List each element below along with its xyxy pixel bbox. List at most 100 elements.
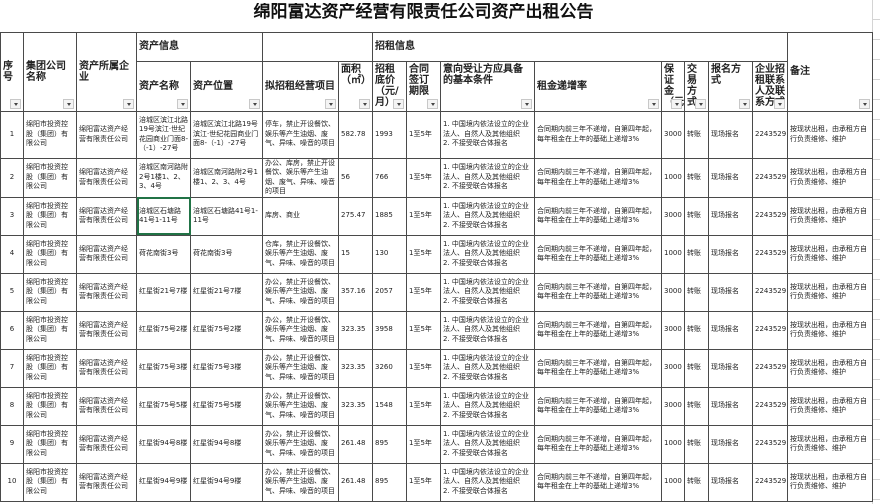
cell-signup[interactable]: 现场报名 xyxy=(708,462,753,502)
cell-signup[interactable]: 现场报名 xyxy=(708,348,753,388)
cell-business[interactable]: 办公，禁止开设餐饮、娱乐等产生油烟、废气、异味、噪音的项目 xyxy=(262,424,339,464)
cell-area[interactable]: 15 xyxy=(338,234,373,274)
cell-area[interactable]: 261.48 xyxy=(338,424,373,464)
cell-owner[interactable]: 绵阳富达资产经营有限责任公司 xyxy=(76,348,137,388)
cell-term[interactable]: 1至5年 xyxy=(406,157,441,198)
cell-asset-location[interactable]: 红星街94号9楼 xyxy=(190,462,263,502)
cell-term[interactable]: 1至5年 xyxy=(406,110,441,159)
cell-seq[interactable]: 5 xyxy=(0,272,24,312)
cell-seq[interactable]: 3 xyxy=(0,196,24,236)
cell-remark[interactable]: 按现状出租，由承租方自行负责维修、维护 xyxy=(787,272,873,312)
cell-trade[interactable]: 转账 xyxy=(684,234,709,274)
cell-trade[interactable]: 转账 xyxy=(684,386,709,426)
cell-conditions[interactable]: 1. 中国境内依法设立的企业法人、自然人及其他组织 2. 不接受联合体报名 xyxy=(440,424,535,464)
cell-asset-name[interactable]: 涪城区南河路附2号1楼1、2、3、4号 xyxy=(136,157,191,198)
cell-area[interactable]: 275.47 xyxy=(338,196,373,236)
cell-business[interactable]: 办公，禁止开设餐饮、娱乐等产生油烟、废气、异味、噪音的项目 xyxy=(262,462,339,502)
cell-asset-name[interactable]: 红星街94号9楼 xyxy=(136,462,191,502)
cell-increase[interactable]: 合同期内前三年不递增，自第四年起，每年租金在上年的基础上递增3% xyxy=(534,348,662,388)
cell-group-company[interactable]: 绵阳市投资控股（集团）有限公司 xyxy=(23,462,77,502)
cell-term[interactable]: 1至5年 xyxy=(406,272,441,312)
cell-deposit[interactable]: 1000 xyxy=(661,462,685,502)
cell-conditions[interactable]: 1. 中国境内依法设立的企业法人、自然人及其他组织 2. 不接受联合体报名 xyxy=(440,310,535,350)
cell-increase[interactable]: 合同期内前三年不递增，自第四年起，每年租金在上年的基础上递增3% xyxy=(534,196,662,236)
filter-dropdown-icon[interactable] xyxy=(177,98,188,109)
header-asset-name[interactable]: 资产名称 xyxy=(136,60,191,112)
cell-group-company[interactable]: 绵阳市投资控股（集团）有限公司 xyxy=(23,234,77,274)
cell-owner[interactable]: 绵阳富达资产经营有限责任公司 xyxy=(76,234,137,274)
cell-asset-location[interactable]: 涪城区南河路附2号1楼1、2、3、4号 xyxy=(190,157,263,198)
cell-group-company[interactable]: 绵阳市投资控股（集团）有限公司 xyxy=(23,110,77,159)
cell-area[interactable]: 323.35 xyxy=(338,386,373,426)
group-header-blank[interactable] xyxy=(262,31,373,62)
cell-remark[interactable]: 按现状出租，由承租方自行负责维修、维护 xyxy=(787,110,873,159)
cell-trade[interactable]: 转账 xyxy=(684,462,709,502)
cell-increase[interactable]: 合同期内前三年不递增，自第四年起，每年租金在上年的基础上递增3% xyxy=(534,310,662,350)
cell-signup[interactable]: 现场报名 xyxy=(708,157,753,198)
header-deposit[interactable]: 保证金（元） xyxy=(661,60,685,112)
cell-owner[interactable]: 绵阳富达资产经营有限责任公司 xyxy=(76,157,137,198)
cell-group-company[interactable]: 绵阳市投资控股（集团）有限公司 xyxy=(23,196,77,236)
cell-deposit[interactable]: 3000 xyxy=(661,196,685,236)
cell-conditions[interactable]: 1. 中国境内依法设立的企业法人、自然人及其他组织 2. 不接受联合体报名 xyxy=(440,234,535,274)
cell-trade[interactable]: 转账 xyxy=(684,424,709,464)
cell-deposit[interactable]: 3000 xyxy=(661,310,685,350)
cell-deposit[interactable]: 1000 xyxy=(661,424,685,464)
cell-deposit[interactable]: 3000 xyxy=(661,386,685,426)
cell-contact[interactable]: 2243529 xyxy=(752,462,788,502)
filter-dropdown-icon[interactable] xyxy=(10,98,21,109)
cell-increase[interactable]: 合同期内前三年不递增，自第四年起，每年租金在上年的基础上递增3% xyxy=(534,424,662,464)
cell-asset-location[interactable]: 涪城区滨江北路19号滨江·世纪花园商业门面8-（-1）-27号 xyxy=(190,110,263,159)
cell-trade[interactable]: 转账 xyxy=(684,272,709,312)
cell-group-company[interactable]: 绵阳市投资控股（集团）有限公司 xyxy=(23,310,77,350)
cell-contact[interactable]: 2243529 xyxy=(752,386,788,426)
cell-signup[interactable]: 现场报名 xyxy=(708,110,753,159)
cell-remark[interactable]: 按现状出租，由承租方自行负责维修、维护 xyxy=(787,234,873,274)
cell-seq[interactable]: 1 xyxy=(0,110,24,159)
cell-remark[interactable]: 按现状出租，由承租方自行负责维修、维护 xyxy=(787,424,873,464)
cell-base-price[interactable]: 130 xyxy=(372,234,407,274)
cell-business[interactable]: 办公、库房，禁止开设餐饮、娱乐等产生油烟、废气、异味、噪音的项目 xyxy=(262,157,339,198)
header-area[interactable]: 面积（㎡） xyxy=(338,60,373,112)
cell-asset-location[interactable]: 红星街75号5楼 xyxy=(190,386,263,426)
cell-asset-location[interactable]: 红星街21号7楼 xyxy=(190,272,263,312)
cell-business[interactable]: 停车，禁止开设餐饮、娱乐等产生油烟、废气、异味、噪音的项目 xyxy=(262,110,339,159)
header-conditions[interactable]: 意向受让方应具备的基本条件 xyxy=(440,60,535,112)
cell-deposit[interactable]: 3000 xyxy=(661,272,685,312)
cell-area[interactable]: 582.78 xyxy=(338,110,373,159)
cell-remark[interactable]: 按现状出租，由承租方自行负责维修、维护 xyxy=(787,196,873,236)
header-business[interactable]: 拟招租经营项目 xyxy=(262,60,339,112)
header-seq[interactable]: 序号 xyxy=(0,31,24,112)
filter-dropdown-icon[interactable] xyxy=(648,98,659,109)
cell-conditions[interactable]: 1. 中国境内依法设立的企业法人、自然人及其他组织 2. 不接受联合体报名 xyxy=(440,272,535,312)
cell-seq[interactable]: 10 xyxy=(0,462,24,502)
cell-asset-name[interactable]: 红星街75号3楼 xyxy=(136,348,191,388)
cell-owner[interactable]: 绵阳富达资产经营有限责任公司 xyxy=(76,110,137,159)
cell-contact[interactable]: 2243529 xyxy=(752,234,788,274)
cell-conditions[interactable]: 1. 中国境内依法设立的企业法人、自然人及其他组织 2. 不接受联合体报名 xyxy=(440,110,535,159)
cell-deposit[interactable]: 1000 xyxy=(661,234,685,274)
cell-signup[interactable]: 现场报名 xyxy=(708,424,753,464)
cell-deposit[interactable]: 1000 xyxy=(661,157,685,198)
cell-group-company[interactable]: 绵阳市投资控股（集团）有限公司 xyxy=(23,348,77,388)
header-trade[interactable]: 交易方式 xyxy=(684,60,709,112)
cell-signup[interactable]: 现场报名 xyxy=(708,272,753,312)
cell-base-price[interactable]: 3958 xyxy=(372,310,407,350)
cell-seq[interactable]: 7 xyxy=(0,348,24,388)
cell-signup[interactable]: 现场报名 xyxy=(708,386,753,426)
filter-dropdown-icon[interactable] xyxy=(695,98,706,109)
cell-area[interactable]: 56 xyxy=(338,157,373,198)
cell-base-price[interactable]: 2057 xyxy=(372,272,407,312)
group-header-rent-info[interactable]: 招租信息 xyxy=(372,31,788,62)
filter-dropdown-icon[interactable] xyxy=(859,98,870,109)
cell-asset-name[interactable]: 荷花南街3号 xyxy=(136,234,191,274)
cell-term[interactable]: 1至5年 xyxy=(406,234,441,274)
filter-dropdown-icon[interactable] xyxy=(359,98,370,109)
filter-dropdown-icon[interactable] xyxy=(739,98,750,109)
cell-asset-name[interactable]: 红星街75号5楼 xyxy=(136,386,191,426)
cell-remark[interactable]: 按现状出租，由承租方自行负责维修、维护 xyxy=(787,310,873,350)
cell-seq[interactable]: 8 xyxy=(0,386,24,426)
cell-business[interactable]: 办公，禁止开设餐饮、娱乐等产生油烟、废气、异味、噪音的项目 xyxy=(262,310,339,350)
cell-owner[interactable]: 绵阳富达资产经营有限责任公司 xyxy=(76,424,137,464)
cell-trade[interactable]: 转账 xyxy=(684,348,709,388)
